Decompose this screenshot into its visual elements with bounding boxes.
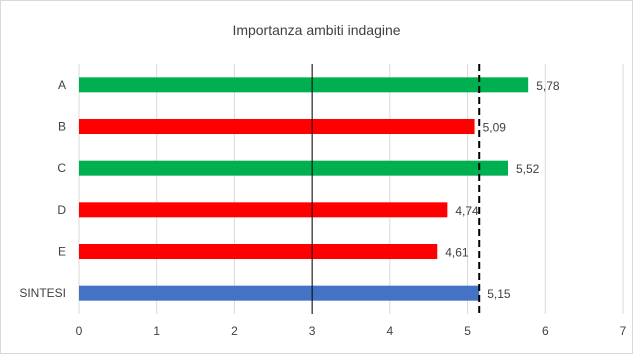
data-label: 5,78 [536,79,560,93]
category-label: A [58,78,66,92]
bar [79,285,480,301]
category-label: C [57,161,66,175]
bar [79,160,508,176]
data-label: 4,61 [445,246,469,260]
data-label: 4,74 [455,204,479,218]
bar [79,244,438,259]
x-tick-label: 1 [153,324,160,338]
category-label: E [58,245,66,259]
bar [79,77,529,93]
x-tick-label: 4 [387,324,394,338]
category-label: D [57,203,66,217]
x-tick-label: 2 [231,324,238,338]
x-tick-label: 5 [464,324,471,338]
x-tick-label: 7 [620,324,627,338]
x-tick-label: 0 [76,324,83,338]
category-label: B [58,120,66,134]
category-label: SINTESI [19,286,66,300]
x-tick-label: 3 [309,324,316,338]
chart-title: Importanza ambiti indagine [232,22,401,38]
data-label: 5,15 [487,287,511,301]
bar [79,119,475,134]
x-tick-label: 6 [542,324,549,338]
data-label: 5,52 [516,162,540,176]
data-label: 5,09 [483,121,507,135]
bar [79,202,448,218]
